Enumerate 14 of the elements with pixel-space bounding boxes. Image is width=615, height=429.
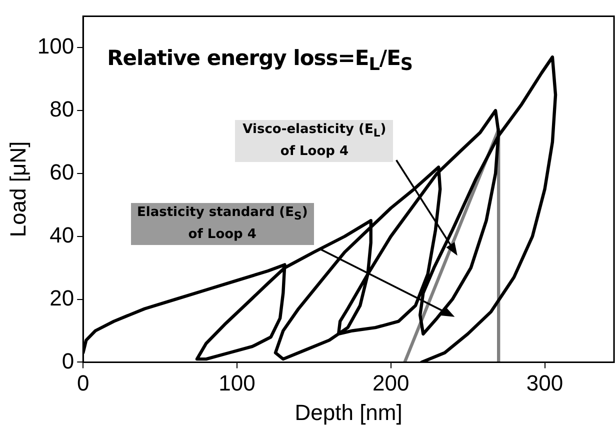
text: Visco-elasticity (E$_{L}$) of Loop 4 — [242, 122, 386, 159]
y-axis-title: Load [μN] — [5, 141, 30, 238]
y-tick-label: 60 — [50, 160, 74, 185]
x-tick-label: 100 — [218, 370, 256, 396]
y-tick-label: 20 — [50, 285, 74, 310]
y-tick-label: 0 — [62, 348, 74, 374]
x-tick-label: 300 — [526, 370, 564, 396]
text: Relative energy loss=E$_{L}$/E$_{S}$ — [107, 46, 413, 76]
y-tick-label: 80 — [50, 96, 74, 122]
y-tick-label: 40 — [50, 222, 74, 248]
text: Elasticity standard (E$_{S}$) of Loop 4 — [136, 205, 308, 242]
x-axis-title: Depth [nm] — [294, 400, 402, 425]
y-tick-label: 100 — [37, 34, 74, 59]
x-tick-label: 200 — [372, 370, 410, 396]
